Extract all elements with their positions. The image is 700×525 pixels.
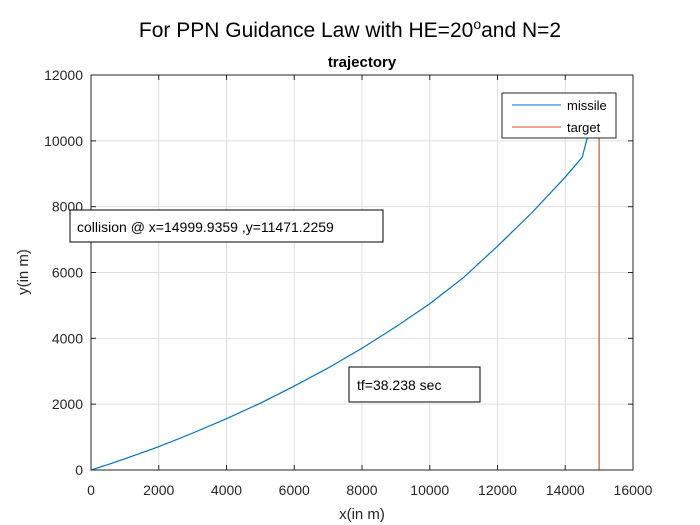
collision-annotation-text: collision @ x=14999.9359 ,y=11471.2259 — [77, 219, 334, 235]
y-axis-label: y(in m) — [15, 249, 32, 295]
x-tick-label: 16000 — [614, 482, 653, 498]
x-axis-label: x(in m) — [339, 506, 385, 523]
tf-annotation: tf=38.238 sec — [348, 366, 481, 403]
collision-annotation-box — [69, 209, 384, 243]
x-tick-label: 14000 — [546, 482, 585, 498]
y-tick-label: 0 — [75, 462, 83, 478]
x-tick-label: 0 — [87, 482, 95, 498]
legend-missile-label: missile — [567, 98, 607, 113]
figure-title: For PPN Guidance Law with HE=20oand N=2 — [139, 16, 561, 42]
legend-box — [501, 92, 617, 139]
x-tick-label: 6000 — [279, 482, 310, 498]
y-tick-label: 4000 — [52, 330, 83, 346]
figure-title-main: For PPN Guidance Law with HE=20 — [139, 19, 473, 42]
collision-annotation: collision @ x=14999.9359 ,y=11471.2259 — [69, 209, 384, 243]
x-tick-label: 10000 — [410, 482, 449, 498]
missile-line — [91, 92, 600, 470]
x-tick-label: 12000 — [478, 482, 517, 498]
figure-title-suffix: and N=2 — [481, 19, 561, 42]
legend: missile target — [501, 92, 617, 139]
axes-title: trajectory — [328, 54, 397, 71]
x-tick-label: 2000 — [143, 482, 174, 498]
tf-annotation-box — [348, 366, 481, 403]
legend-target-label: target — [567, 120, 601, 135]
ticks: 0 2000 4000 6000 8000 10000 12000 14000 16000 0 20… — [44, 67, 653, 498]
y-tick-label: 12000 — [44, 67, 83, 83]
y-tick-label: 6000 — [52, 265, 83, 281]
y-tick-label: 2000 — [52, 396, 83, 412]
x-tick-label: 4000 — [211, 482, 242, 498]
series-layer — [91, 92, 600, 470]
x-tick-label: 8000 — [346, 482, 377, 498]
tf-annotation-text: tf=38.238 sec — [357, 377, 441, 393]
y-tick-label: 10000 — [44, 133, 83, 149]
figure-title-superscript: o — [473, 16, 481, 32]
